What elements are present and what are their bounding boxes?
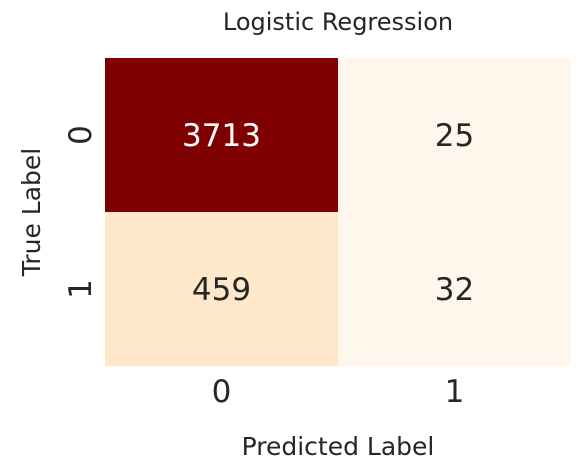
heatmap-cell-r1-c1 xyxy=(338,212,571,366)
cell-value-r0-c1: 25 xyxy=(435,118,474,154)
y-tick-label-1: 1 xyxy=(63,279,99,299)
x-axis-label: Predicted Label xyxy=(242,432,435,461)
heatmap-cell-r0-c0 xyxy=(105,58,338,212)
y-axis-label: True Label xyxy=(17,148,46,278)
heatmap-cell-r0-c1 xyxy=(338,58,571,212)
x-tick-label-0: 0 xyxy=(212,374,232,410)
cell-value-r0-c0: 3713 xyxy=(182,118,261,154)
cell-value-r1-c0: 459 xyxy=(192,272,251,308)
cell-value-r1-c1: 32 xyxy=(435,272,474,308)
heatmap-cell-r1-c0 xyxy=(105,212,338,366)
heatmap-cells: 3713 25 459 32 xyxy=(105,58,571,366)
x-tick-label-1: 1 xyxy=(445,374,465,410)
chart-title: Logistic Regression xyxy=(223,8,453,36)
y-tick-label-0: 0 xyxy=(63,125,99,145)
y-tick-labels: 01 xyxy=(63,125,99,299)
